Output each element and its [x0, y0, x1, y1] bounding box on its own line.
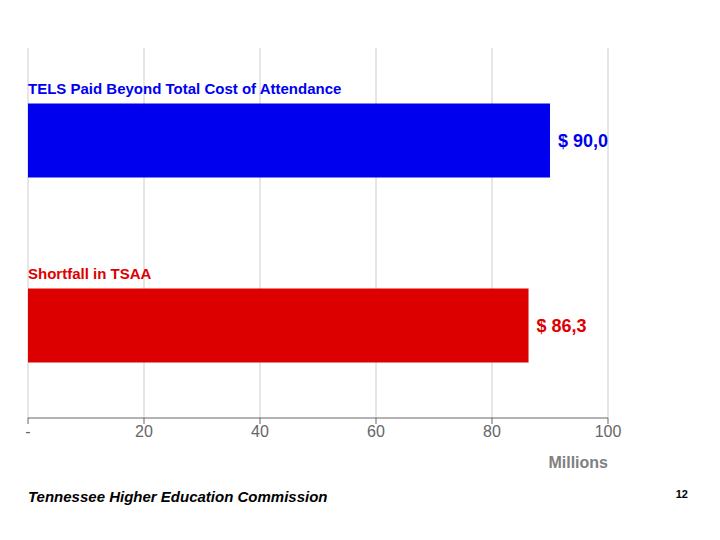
svg-text:100: 100 — [595, 423, 622, 440]
svg-text:$ 90,0: $ 90,0 — [558, 131, 608, 151]
svg-text:60: 60 — [367, 423, 385, 440]
svg-text:Millions: Millions — [548, 454, 608, 471]
svg-text:Shortfall in TSAA: Shortfall in TSAA — [28, 265, 152, 282]
svg-text:20: 20 — [135, 423, 153, 440]
svg-text:40: 40 — [251, 423, 269, 440]
svg-text:$ 86,3: $ 86,3 — [537, 316, 587, 336]
svg-text:TELS Paid Beyond Total Cost of: TELS Paid Beyond Total Cost of Attendanc… — [28, 80, 341, 97]
html-text:Tennessee Higher Education Com: Tennessee Higher Education Commission — [28, 488, 328, 505]
svg-text:80: 80 — [483, 423, 501, 440]
html-text:12: 12 — [675, 488, 688, 500]
svg-text:-: - — [25, 423, 30, 440]
